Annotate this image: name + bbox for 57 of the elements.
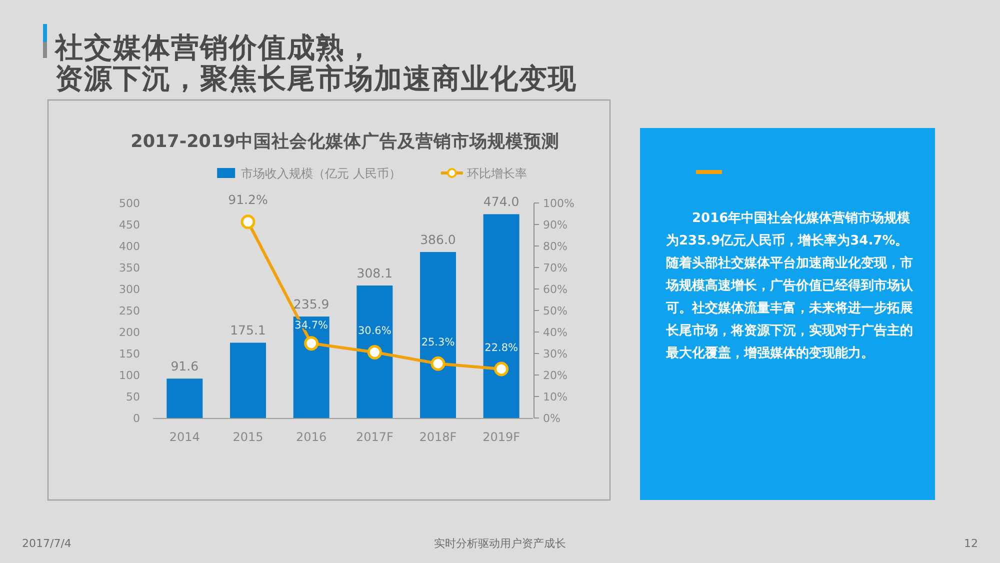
y2-tick-label: 0% bbox=[543, 412, 560, 425]
bar bbox=[483, 214, 520, 418]
text: 2017/7/4 bbox=[22, 537, 72, 550]
y-tick-label: 50 bbox=[126, 390, 140, 404]
point bbox=[367, 344, 382, 360]
data-label: 25.3% bbox=[421, 336, 455, 349]
data-label: 91.6 bbox=[170, 358, 199, 374]
y2-tick-label: 10% bbox=[543, 390, 568, 404]
text: 实时分析驱动用户资产成长 bbox=[434, 537, 566, 550]
y2-tick-label: 20% bbox=[543, 369, 568, 382]
y-tick-label: 400 bbox=[119, 240, 140, 253]
point bbox=[240, 214, 256, 230]
y-tick-label: 300 bbox=[119, 283, 140, 296]
bar bbox=[166, 378, 203, 418]
y2-tick-label: 30% bbox=[543, 348, 568, 360]
data-label: 91.2% bbox=[228, 192, 268, 207]
data-label: 175.1 bbox=[230, 322, 266, 338]
bar bbox=[356, 286, 393, 418]
y-tick-label: 0 bbox=[133, 412, 140, 425]
data-label: 235.9 bbox=[293, 296, 330, 312]
x-tick-label: 2018F bbox=[419, 430, 457, 444]
legend-label: 环比增长率 bbox=[466, 166, 527, 180]
y-tick-label: 200 bbox=[119, 326, 140, 339]
y-tick-label: 500 bbox=[119, 197, 140, 210]
y2-tick-label: 70% bbox=[543, 262, 568, 274]
bar bbox=[230, 342, 266, 418]
y2-tick-label: 90% bbox=[543, 218, 568, 232]
data-label: 474.0 bbox=[483, 194, 520, 210]
y-tick-label: 450 bbox=[119, 218, 140, 232]
data-label: 308.1 bbox=[356, 266, 393, 281]
y-tick-label: 150 bbox=[119, 348, 140, 360]
y2-tick-label: 80% bbox=[543, 240, 568, 253]
y2-tick-label: 100% bbox=[543, 197, 574, 210]
y-tick-label: 100 bbox=[119, 369, 140, 382]
point bbox=[494, 362, 509, 376]
legend-label: 市场收入规模（亿元 人民币） bbox=[241, 166, 401, 180]
data-label: 22.8% bbox=[484, 342, 518, 354]
text: 2016年中国社会化媒体营销市场规模为235.9亿元人民币，增长率为34.7%。随着头部社交媒体平台加速商业化变现，市场规模高速增长，广告价值已经得到市场认可。社交媒体流量丰富，未来将进一步拓展长尾市场，将资源下沉，实现对于广告主的最大化覆盖，增强媒体的变现能力。 bbox=[665, 210, 914, 361]
x-tick-label: 2017F bbox=[356, 430, 394, 444]
y2-tick-label: 60% bbox=[543, 283, 568, 296]
data-label: 386.0 bbox=[420, 232, 456, 248]
data-label: 30.6% bbox=[358, 325, 392, 338]
y2-tick-label: 40% bbox=[543, 326, 568, 339]
chart-title: 2017-2019中国社会化媒体广告及营销市场规模预测 bbox=[130, 131, 560, 152]
text: 12 bbox=[964, 537, 978, 550]
x-tick-label: 2019F bbox=[482, 430, 520, 444]
point bbox=[430, 356, 446, 371]
x-tick-label: 2015 bbox=[232, 430, 264, 444]
text: 社交媒体营销价值成熟， bbox=[54, 31, 374, 64]
text: 资源下沉，聚焦长尾市场加速商业化变现 bbox=[55, 62, 577, 95]
y2-tick-label: 50% bbox=[543, 304, 568, 318]
bar bbox=[420, 252, 456, 418]
point bbox=[304, 336, 319, 351]
x-tick-label: 2016 bbox=[296, 430, 327, 444]
x-tick-label: 2014 bbox=[169, 430, 200, 444]
y-tick-label: 350 bbox=[119, 262, 140, 274]
y-tick-label: 250 bbox=[119, 304, 140, 318]
